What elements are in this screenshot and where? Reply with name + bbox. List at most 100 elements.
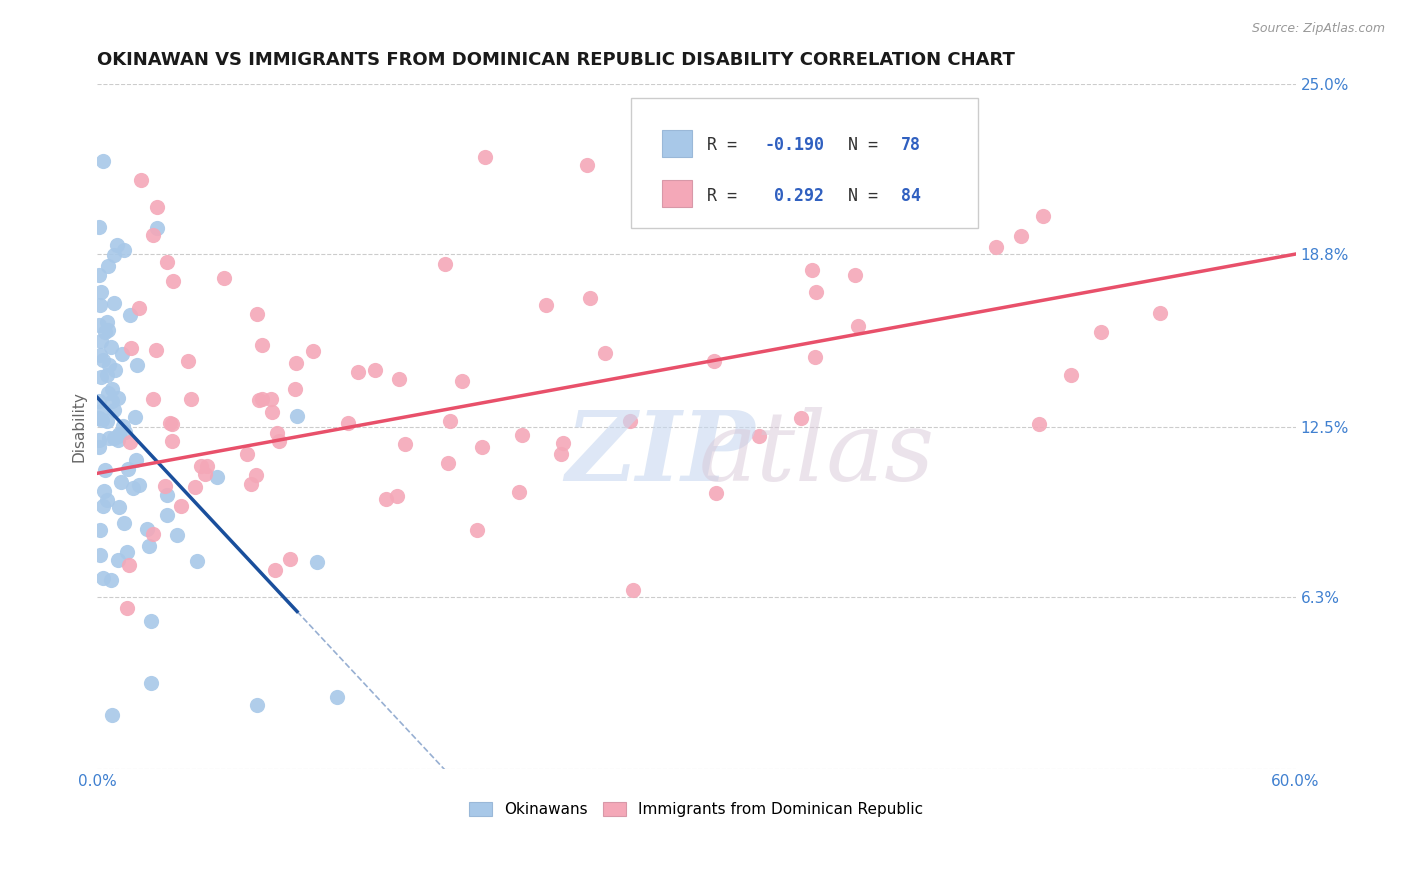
Point xyxy=(118,558,141,573)
Point xyxy=(125,452,148,467)
Point xyxy=(89,549,111,563)
Point xyxy=(97,259,120,273)
Point xyxy=(90,404,112,418)
Point xyxy=(250,338,273,352)
Point xyxy=(166,527,188,541)
Bar xyxy=(662,129,692,157)
Point xyxy=(145,343,167,357)
Point xyxy=(984,240,1007,254)
Point xyxy=(169,499,191,513)
Point xyxy=(128,477,150,491)
Point xyxy=(155,479,177,493)
Point xyxy=(246,307,269,321)
Point xyxy=(108,500,131,515)
Point xyxy=(236,447,259,461)
Point xyxy=(302,344,325,359)
Point xyxy=(97,323,120,337)
Point xyxy=(89,410,111,425)
Point xyxy=(703,353,725,368)
Point xyxy=(93,484,115,499)
Point xyxy=(103,248,125,262)
Text: N =: N = xyxy=(848,186,889,204)
Y-axis label: Disability: Disability xyxy=(72,392,86,462)
Point xyxy=(89,394,111,409)
Point xyxy=(160,417,183,431)
Point xyxy=(195,458,218,473)
Text: atlas: atlas xyxy=(699,407,935,501)
Text: Source: ZipAtlas.com: Source: ZipAtlas.com xyxy=(1251,22,1385,36)
Point xyxy=(804,285,827,300)
Point xyxy=(89,440,111,454)
Point xyxy=(103,296,125,310)
Legend: Okinawans, Immigrants from Dominican Republic: Okinawans, Immigrants from Dominican Rep… xyxy=(463,796,929,823)
Point xyxy=(619,414,641,428)
Text: OKINAWAN VS IMMIGRANTS FROM DOMINICAN REPUBLIC DISABILITY CORRELATION CHART: OKINAWAN VS IMMIGRANTS FROM DOMINICAN RE… xyxy=(97,51,1015,69)
Point xyxy=(96,315,118,329)
Point xyxy=(385,489,408,503)
Point xyxy=(107,429,129,443)
Point xyxy=(434,257,457,271)
Point xyxy=(104,363,127,377)
Point xyxy=(1090,325,1112,339)
Point xyxy=(107,433,129,447)
Point xyxy=(621,583,644,598)
Point xyxy=(326,690,349,705)
Point xyxy=(180,392,202,407)
Point xyxy=(112,418,135,433)
Point xyxy=(240,476,263,491)
Point xyxy=(162,275,184,289)
Point xyxy=(550,447,572,461)
Point xyxy=(89,268,111,282)
Point xyxy=(110,475,132,490)
Point xyxy=(374,492,396,507)
Point xyxy=(100,573,122,587)
Point xyxy=(846,318,869,333)
Point xyxy=(156,508,179,522)
Point xyxy=(142,392,165,407)
Point xyxy=(551,435,574,450)
Point xyxy=(508,485,530,500)
Point xyxy=(156,488,179,502)
Point xyxy=(128,301,150,316)
Point xyxy=(439,414,461,428)
Point xyxy=(156,255,179,269)
Point xyxy=(748,429,770,443)
Point xyxy=(534,298,557,312)
Point xyxy=(89,298,111,312)
Point xyxy=(284,383,307,397)
Point xyxy=(103,403,125,417)
Point xyxy=(190,459,212,474)
Point xyxy=(89,524,111,538)
Point xyxy=(120,341,142,355)
Point xyxy=(704,485,727,500)
Point xyxy=(194,467,217,482)
Point xyxy=(593,345,616,359)
Point xyxy=(160,434,183,448)
Point xyxy=(98,358,121,372)
Point xyxy=(142,526,165,541)
Point xyxy=(260,392,283,407)
Point xyxy=(108,427,131,442)
Point xyxy=(93,499,115,513)
Point xyxy=(98,431,121,445)
Point xyxy=(844,268,866,283)
Point xyxy=(278,552,301,566)
Point xyxy=(97,385,120,400)
Point xyxy=(267,434,290,448)
Point xyxy=(437,457,460,471)
Point xyxy=(186,554,208,568)
Point xyxy=(101,382,124,396)
Point xyxy=(120,308,142,322)
Point xyxy=(96,368,118,383)
Point xyxy=(1149,306,1171,320)
Point xyxy=(266,426,288,441)
Point xyxy=(1010,228,1032,243)
Point xyxy=(474,150,496,164)
Point xyxy=(245,467,267,482)
Point xyxy=(112,516,135,530)
Bar xyxy=(662,180,692,207)
Point xyxy=(1032,209,1054,223)
Point xyxy=(790,410,813,425)
Point xyxy=(114,425,136,439)
Point xyxy=(510,428,533,442)
